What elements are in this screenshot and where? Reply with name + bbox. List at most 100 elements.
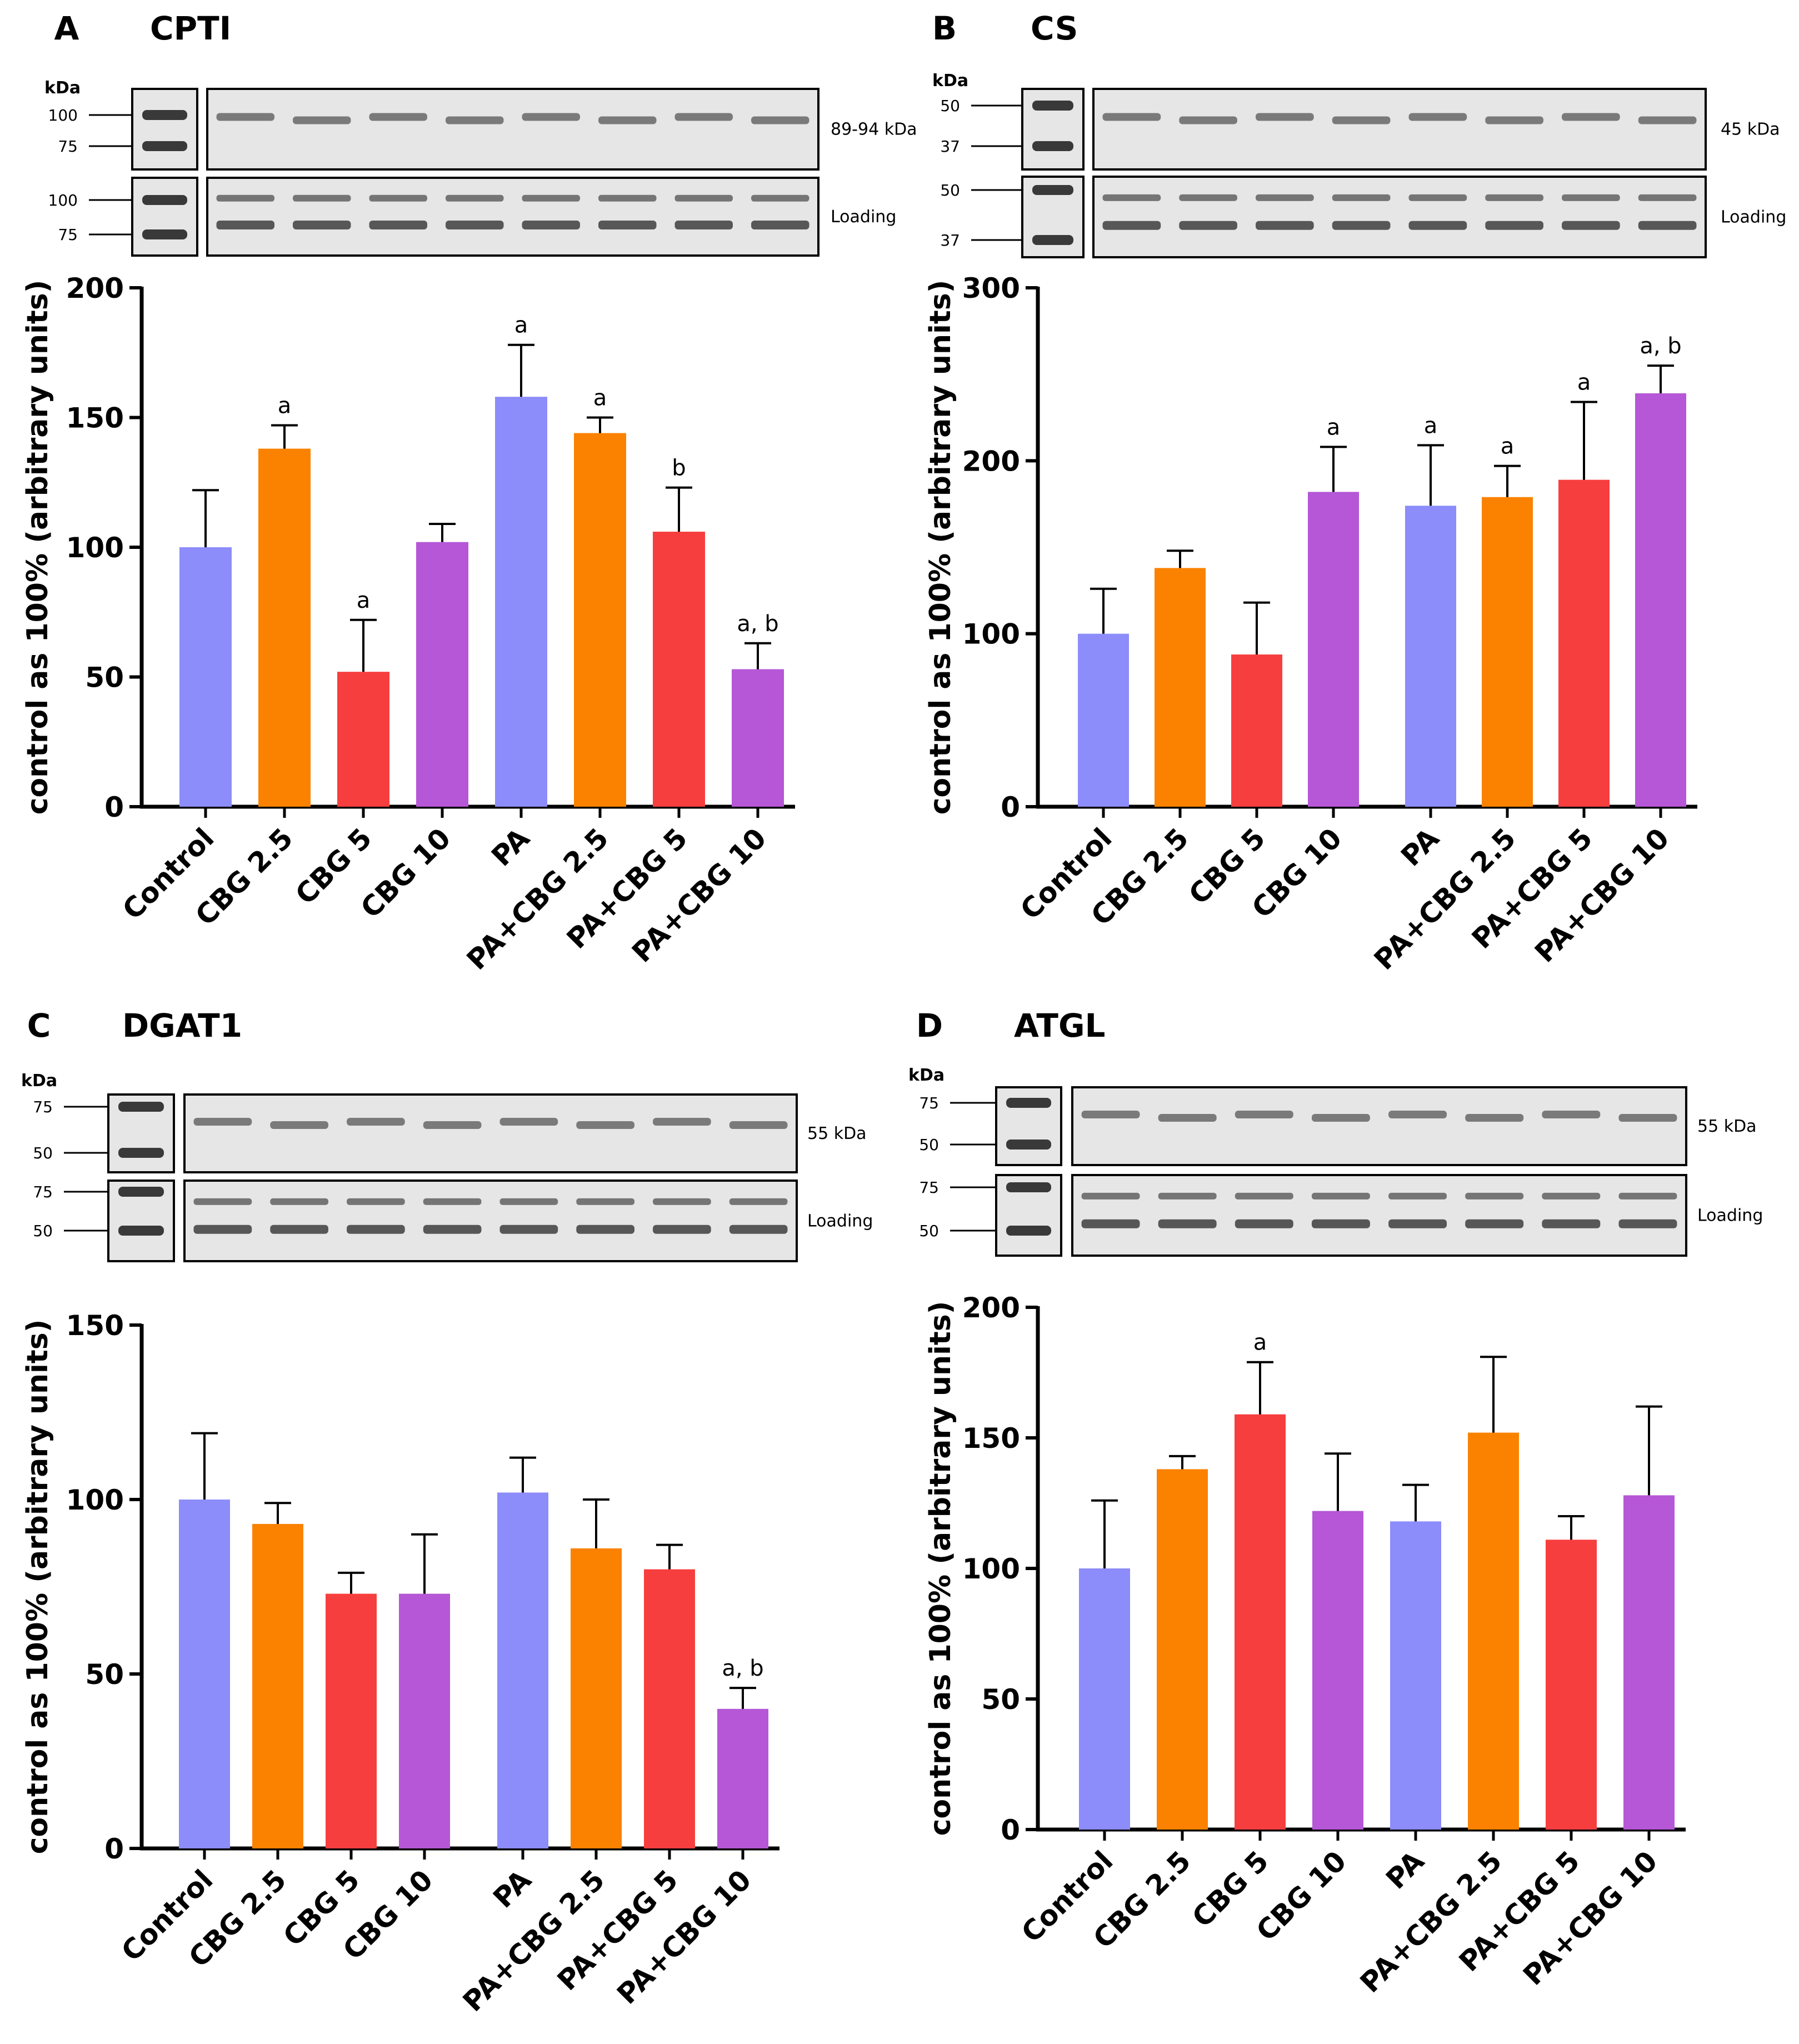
y-tick-label: 50 xyxy=(981,1683,1020,1716)
significance-label: a xyxy=(1424,413,1438,438)
loading-band xyxy=(1311,1219,1370,1228)
marker-label: 50 xyxy=(33,1222,53,1240)
y-tick-label: 150 xyxy=(66,402,124,434)
loading-band xyxy=(1235,1219,1293,1228)
significance-label: a, b xyxy=(722,1656,763,1681)
loading-band xyxy=(293,221,351,229)
protein-band xyxy=(1179,116,1237,124)
loading-band xyxy=(1179,221,1237,230)
ladder-band xyxy=(1032,101,1073,111)
protein-band xyxy=(270,1121,328,1129)
loading-band xyxy=(1465,1219,1524,1228)
protein-band xyxy=(423,1121,482,1129)
band-image xyxy=(1092,88,1707,171)
loading-band xyxy=(446,221,504,229)
loading-band xyxy=(1102,194,1161,201)
bar xyxy=(179,547,232,807)
marker-label: 75 xyxy=(919,1094,939,1112)
y-tick-label: 200 xyxy=(66,272,124,304)
y-tick-label: 100 xyxy=(962,1553,1020,1585)
loading-band xyxy=(598,221,657,229)
significance-label: a xyxy=(357,588,371,613)
bar xyxy=(1546,1540,1597,1830)
western-blot: kDa 75 50 75 50 55 kDa Loading xyxy=(21,1071,873,1262)
marker-label: 37 xyxy=(940,137,960,156)
loading-band xyxy=(1102,221,1161,230)
loading-image xyxy=(206,177,819,257)
loading-band xyxy=(270,1198,328,1205)
loading-band xyxy=(1388,1192,1447,1200)
protein-band xyxy=(1638,116,1697,124)
loading-label: Loading xyxy=(831,207,896,227)
marker-label: 75 xyxy=(919,1178,939,1197)
ladder-band xyxy=(118,1102,164,1112)
western-blot: kDa 75 50 75 50 55 kDa Loading xyxy=(908,1066,1763,1257)
ladder-band xyxy=(1006,1098,1051,1108)
loading-band xyxy=(1638,221,1697,230)
bar xyxy=(571,1548,622,1848)
x-tick-label: PA xyxy=(485,822,536,872)
significance-label: a xyxy=(1253,1330,1267,1356)
x-tick-label: PA+CBG 10 xyxy=(1517,1845,1663,1991)
y-tick-label: 100 xyxy=(66,532,124,564)
band-image xyxy=(183,1093,798,1173)
protein-band xyxy=(216,113,274,121)
protein-band xyxy=(499,1118,558,1126)
kda-label: kDa xyxy=(21,1071,57,1091)
kda-label: kDa xyxy=(932,71,968,91)
protein-band xyxy=(369,113,427,121)
loading-band xyxy=(347,1225,405,1234)
ladder-loading-band xyxy=(1032,185,1073,195)
band-size-label: 45 kDa xyxy=(1721,120,1780,139)
y-tick-label: 0 xyxy=(104,1833,124,1865)
loading-band xyxy=(270,1225,328,1234)
protein-band xyxy=(1102,113,1161,121)
band-size-label: 55 kDa xyxy=(807,1124,867,1143)
loading-band xyxy=(293,194,351,202)
band-image xyxy=(1071,1086,1687,1166)
bar xyxy=(1390,1521,1441,1830)
ladder-loading-band xyxy=(1006,1226,1051,1236)
y-axis-label: control as 100% (arbitrary units) xyxy=(21,1320,54,1855)
protein-band xyxy=(347,1118,405,1126)
ladder-loading-band xyxy=(142,195,187,205)
bar xyxy=(399,1593,450,1848)
significance-label: a xyxy=(1327,414,1341,440)
loading-band xyxy=(347,1198,405,1205)
bar xyxy=(337,672,389,807)
y-tick-label: 50 xyxy=(85,1658,124,1691)
loading-band xyxy=(1179,194,1237,201)
loading-band xyxy=(1256,221,1314,230)
kda-label: kDa xyxy=(44,78,81,98)
loading-band xyxy=(653,1225,711,1234)
western-blot: kDa 50 37 50 37 45 kDa Loading xyxy=(932,71,1786,258)
ladder-band xyxy=(118,1148,164,1158)
x-tick-label: PA xyxy=(1395,822,1445,872)
marker-label: 50 xyxy=(919,1222,939,1240)
loading-band xyxy=(216,194,274,202)
x-tick-label: PA+CBG 10 xyxy=(1528,822,1675,968)
protein-band xyxy=(751,116,809,124)
loading-band xyxy=(522,221,580,229)
y-tick-label: 200 xyxy=(962,1292,1020,1324)
loading-band xyxy=(1081,1192,1140,1200)
loading-band xyxy=(576,1225,634,1234)
protein-band xyxy=(1311,1114,1370,1122)
ladder-image xyxy=(131,88,198,171)
protein-band xyxy=(729,1121,788,1129)
y-tick-label: 300 xyxy=(962,272,1020,304)
protein-band xyxy=(293,116,351,124)
x-tick-label: PA xyxy=(1380,1845,1430,1895)
y-tick-label: 200 xyxy=(962,445,1020,477)
loading-band xyxy=(1542,1192,1601,1200)
bar xyxy=(1405,506,1456,807)
loading-band xyxy=(193,1198,252,1205)
marker-label: 75 xyxy=(33,1098,53,1116)
ladder-loading-band xyxy=(142,229,187,239)
loading-band xyxy=(446,194,504,202)
panel-B: B CS kDa 50 37 50 37 45 kDa Loading 0 100 200 300con… xyxy=(924,9,1786,976)
x-tick-label: PA+CBG 10 xyxy=(626,822,772,968)
bar xyxy=(497,1492,548,1848)
